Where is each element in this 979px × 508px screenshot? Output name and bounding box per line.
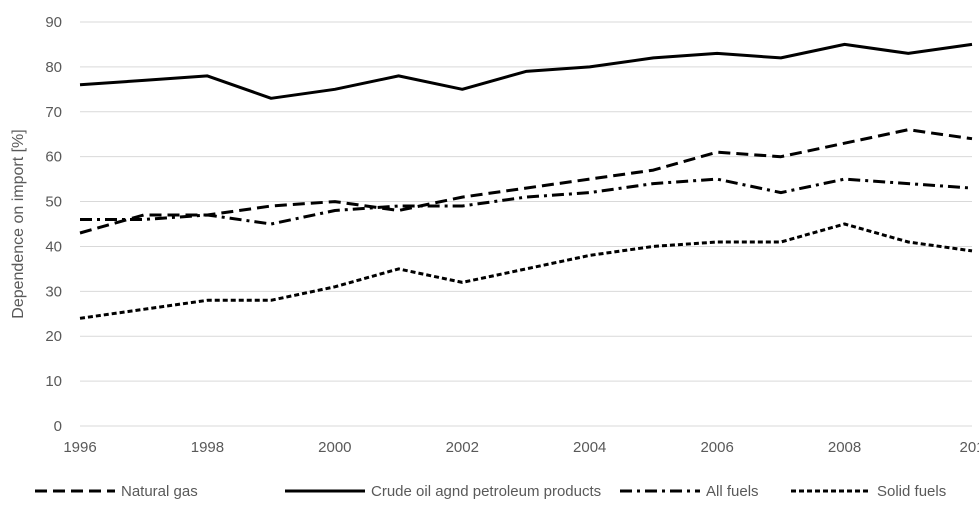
legend-label: All fuels: [706, 483, 759, 500]
x-axis-ticks: 1996 1998 2000 2002 2004 2006 2008 201: [63, 439, 979, 456]
y-tick-label: 40: [45, 238, 62, 255]
x-tick-label: 2000: [318, 439, 351, 456]
gridlines: [80, 21, 972, 427]
series-lines: [79, 42, 973, 320]
x-tick-label: 1998: [191, 439, 224, 456]
series-line-3: [79, 222, 973, 320]
y-tick-label: 0: [54, 418, 62, 435]
y-tick-label: 80: [45, 59, 62, 76]
y-tick-label: 60: [45, 149, 62, 166]
y-tick-label: 10: [45, 373, 62, 390]
x-tick-label: 2002: [446, 439, 479, 456]
x-tick-label: 201: [959, 439, 979, 456]
legend-label: Crude oil agnd petroleum products: [371, 483, 601, 500]
legend-label: Solid fuels: [877, 483, 946, 500]
y-axis-title: Dependence on import [%]: [10, 129, 27, 318]
x-tick-label: 2008: [828, 439, 861, 456]
y-tick-label: 20: [45, 328, 62, 345]
y-tick-label: 30: [45, 283, 62, 300]
x-tick-label: 1996: [63, 439, 96, 456]
y-tick-label: 50: [45, 194, 62, 211]
y-tick-label: 70: [45, 104, 62, 121]
x-tick-label: 2006: [700, 439, 733, 456]
x-tick-label: 2004: [573, 439, 606, 456]
series-line-0: [79, 128, 973, 235]
legend: Natural gas Crude oil agnd petroleum prod…: [35, 483, 946, 500]
series-line-1: [79, 42, 973, 100]
y-axis-ticks: 0 10 20 30 40 50 60 70 80 90: [45, 14, 62, 435]
y-tick-label: 90: [45, 14, 62, 31]
legend-label: Natural gas: [121, 483, 198, 500]
